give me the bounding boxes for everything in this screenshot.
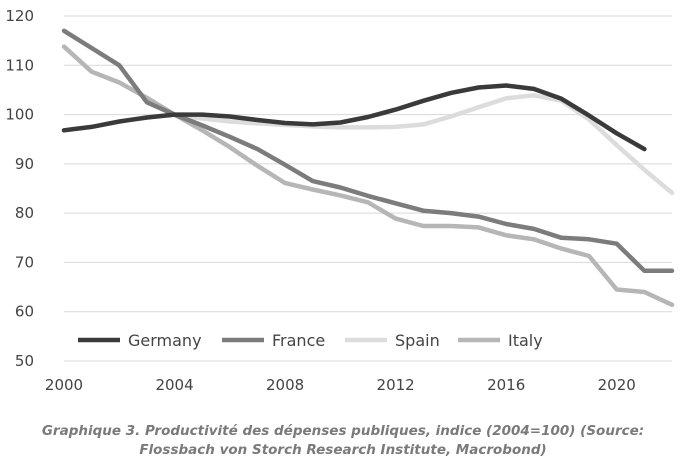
- y-tick-label: 100: [5, 106, 34, 124]
- x-tick-label: 2020: [598, 376, 636, 394]
- caption-line-2: Flossbach von Storch Research Institute,…: [139, 442, 547, 458]
- x-tick-label: 2012: [377, 376, 415, 394]
- x-tick-label: 2016: [487, 376, 525, 394]
- y-tick-label: 60: [15, 303, 34, 321]
- y-tick-label: 110: [5, 56, 34, 74]
- legend-label-france: France: [272, 331, 325, 350]
- x-tick-label: 2004: [155, 376, 193, 394]
- caption-line-1: Graphique 3. Productivité des dépenses p…: [41, 423, 645, 439]
- series-line-france: [61, 28, 675, 274]
- y-axis-ticks: 50 60 70 80 90 100 110 120: [5, 7, 34, 370]
- legend-label-spain: Spain: [395, 331, 440, 350]
- line-chart: 50 60 70 80 90 100 110 120 2000 2004 2008 2012 2016…: [5, 7, 675, 394]
- x-tick-label: 2008: [266, 376, 304, 394]
- gridlines: [64, 15, 672, 362]
- legend-label-germany: Germany: [128, 331, 202, 350]
- series-line-germany: [61, 83, 647, 152]
- y-tick-label: 90: [15, 155, 34, 173]
- y-tick-label: 70: [15, 253, 34, 271]
- series-line-italy: [61, 44, 675, 308]
- x-tick-label: 2000: [45, 376, 83, 394]
- legend: Germany France Spain Italy: [78, 331, 543, 350]
- series-line-spain: [172, 93, 675, 196]
- y-tick-label: 50: [15, 352, 34, 370]
- legend-label-italy: Italy: [508, 331, 543, 350]
- y-tick-label: 120: [5, 7, 34, 25]
- x-axis-ticks: 2000 2004 2008 2012 2016 2020: [45, 376, 636, 394]
- y-tick-label: 80: [15, 204, 34, 222]
- figure-caption: Graphique 3. Productivité des dépenses p…: [0, 422, 686, 460]
- series-lines: [61, 28, 675, 308]
